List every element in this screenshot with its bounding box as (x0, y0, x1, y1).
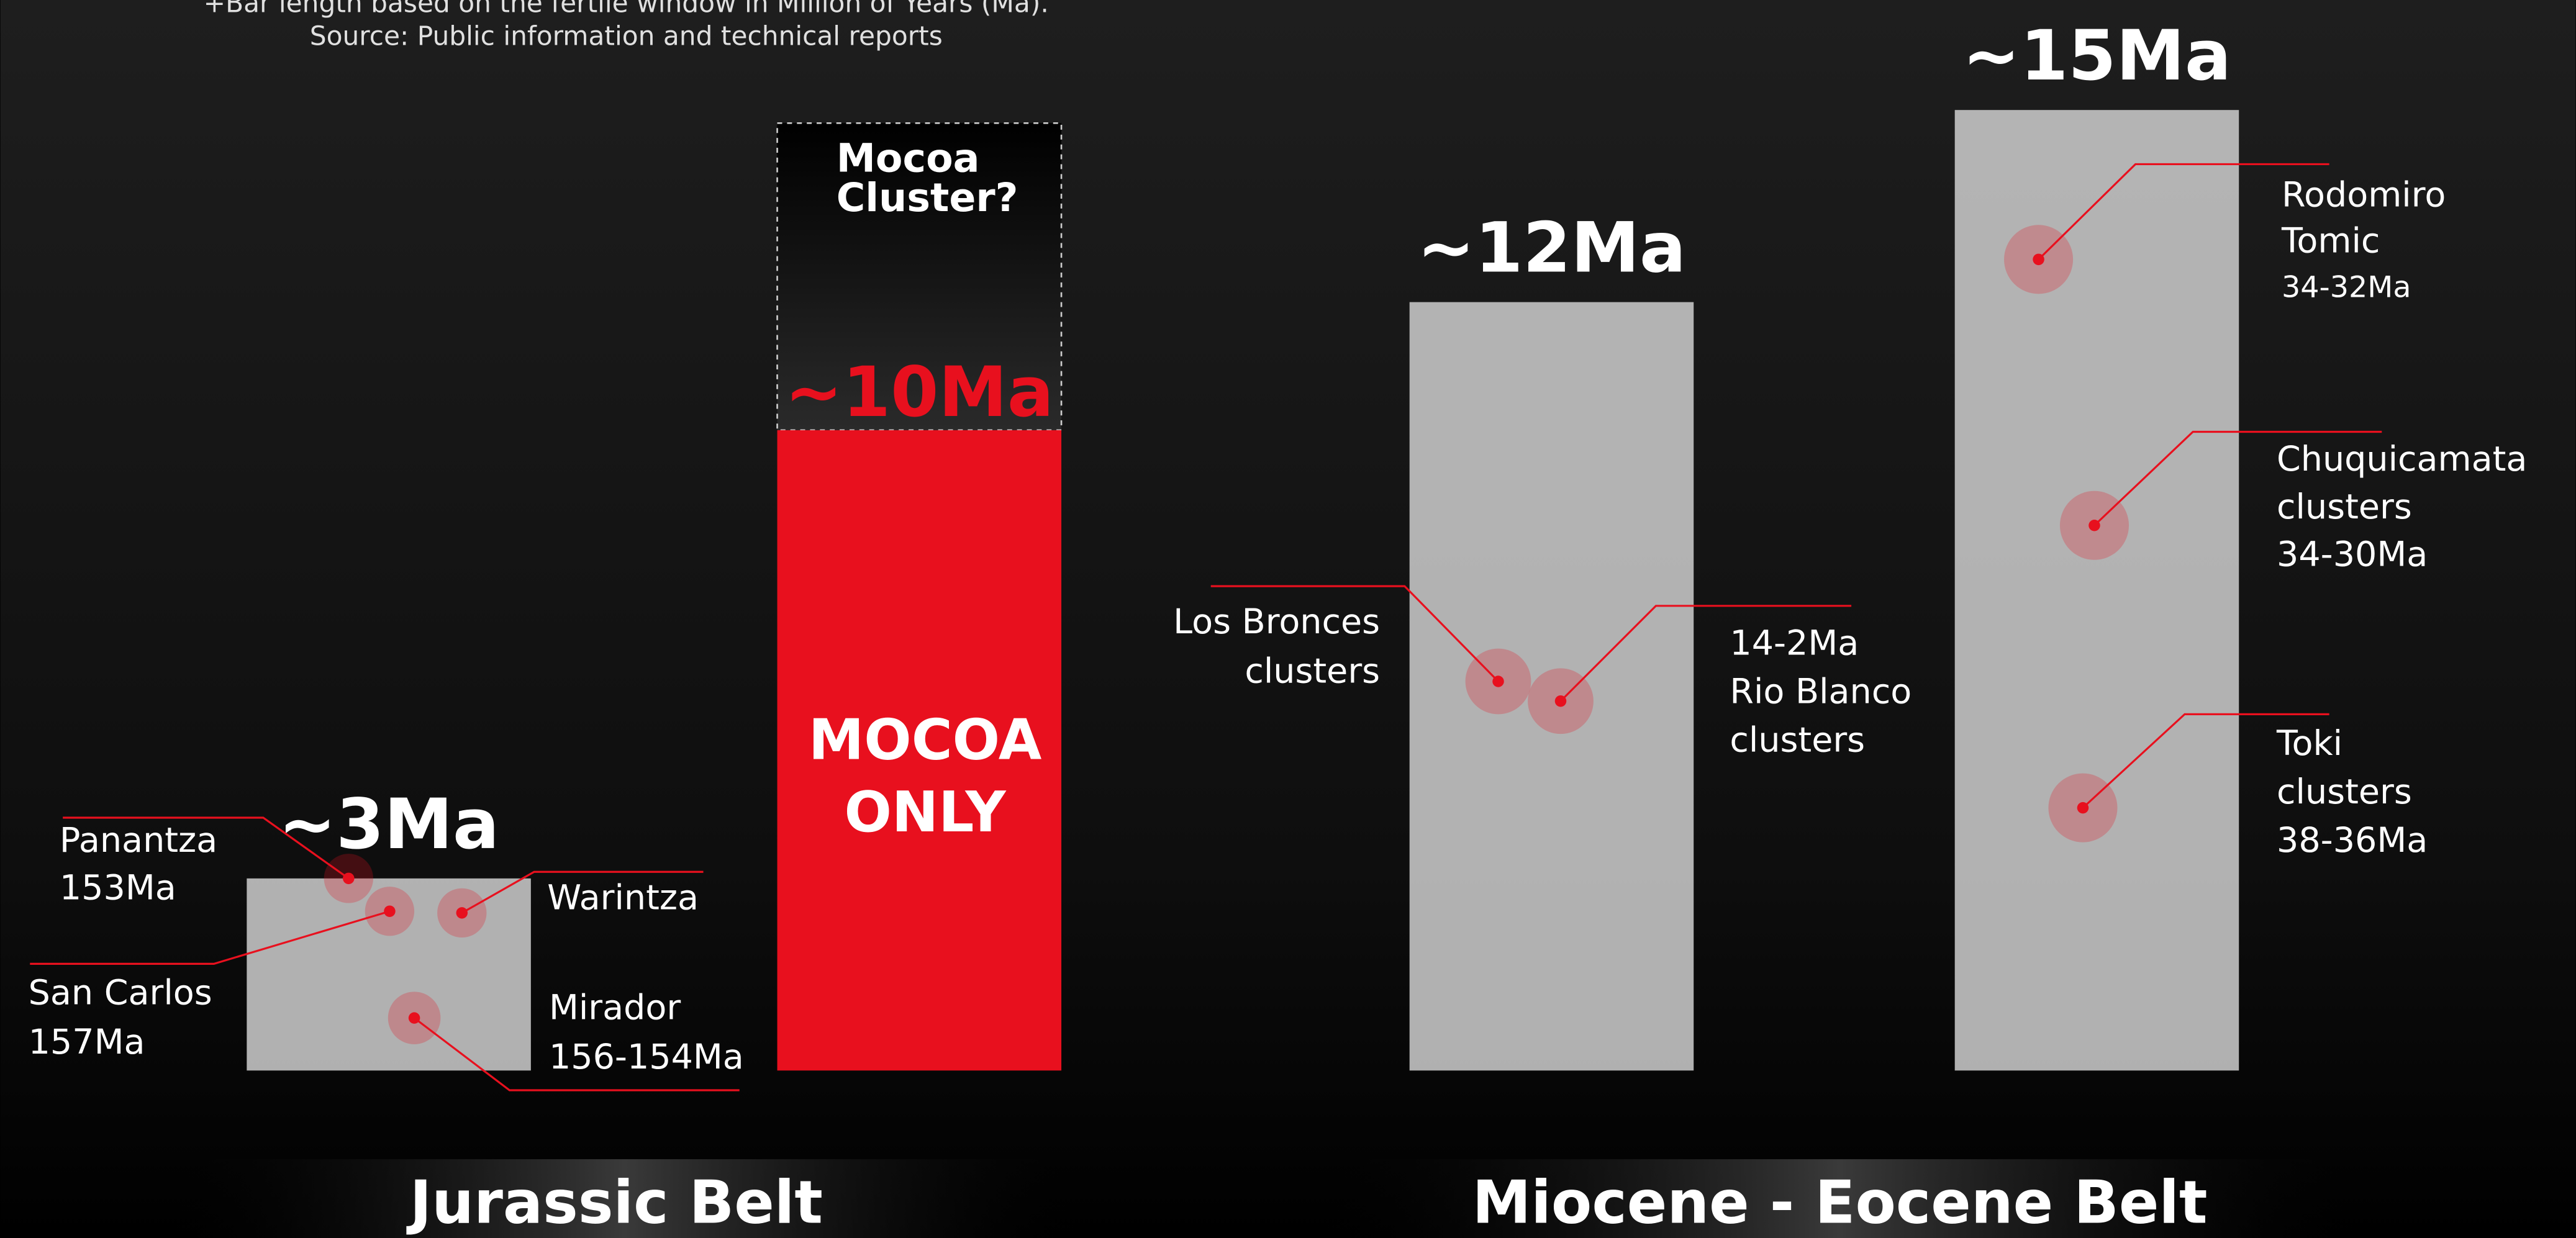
note: Source: Public information and technical… (310, 20, 943, 51)
cluster-dot (2033, 253, 2044, 266)
cluster-label: Chuquicamata (2277, 439, 2527, 479)
cluster-dot (343, 872, 355, 885)
cluster-label: 38-36Ma (2277, 820, 2428, 861)
cluster-label: Tomic (2281, 221, 2380, 261)
cluster-dot (384, 905, 396, 917)
leader-line (30, 910, 390, 965)
note: +Bar length based on the fertile window … (204, 0, 1049, 18)
cluster-label: 157Ma (29, 1022, 145, 1062)
cluster-label: Mirador (549, 988, 681, 1028)
cluster-label: clusters (2277, 772, 2412, 812)
cluster-label: 153Ma (60, 867, 176, 908)
cluster-label: San Carlos (29, 973, 212, 1013)
cluster-label: 34-30Ma (2277, 535, 2428, 575)
cluster-label: Rio Blanco (1730, 671, 1912, 712)
bar (1954, 110, 2239, 1071)
cluster-dot (1554, 695, 1567, 707)
cluster-label: Rodomiro (2282, 174, 2446, 215)
leader-line (414, 1017, 740, 1091)
leader-line (63, 816, 350, 880)
cluster-label: Toki (2276, 723, 2342, 764)
cluster-dot (1492, 675, 1504, 687)
leader-line (2093, 430, 2382, 526)
bar (1409, 302, 1694, 1071)
value-label: ~12Ma (1417, 209, 1686, 289)
bar (777, 430, 1062, 1071)
belt-band (165, 1159, 1085, 1238)
leader-line (1559, 605, 1852, 702)
cluster-label: clusters (1730, 720, 1865, 760)
belt-label: Miocene - Eocene Belt (1472, 1169, 2208, 1237)
bar-label: ONLY (845, 780, 1007, 845)
bar-label: MOCOA (809, 708, 1042, 772)
cluster-label: clusters (2277, 487, 2412, 527)
cluster-label: clusters (1245, 651, 1380, 691)
leader-line (2038, 163, 2329, 260)
cluster-label: Warintza (547, 877, 699, 918)
cluster-dot (2077, 802, 2089, 814)
cluster-label: Los Bronces (1173, 602, 1380, 642)
cluster-label: 14-2Ma (1730, 623, 1859, 663)
cluster-dot (2088, 520, 2100, 531)
cluster-dot (456, 907, 468, 919)
belt-band (1314, 1159, 2365, 1238)
value-label: ~10Ma (785, 353, 1054, 433)
leader-line (1210, 585, 1499, 682)
belt-label: Jurassic Belt (406, 1169, 823, 1237)
question-label: Cluster? (837, 174, 1018, 220)
leader-line (461, 870, 704, 914)
cluster-dot (408, 1012, 420, 1024)
question-label: Mocoa (837, 135, 980, 181)
cluster-label: Panantza (60, 820, 217, 861)
placeholder-box (776, 122, 1063, 431)
value-label: ~15Ma (1962, 16, 2231, 96)
leader-line (2082, 713, 2329, 809)
value-label: ~3Ma (278, 785, 499, 865)
cluster-label: 34-32Ma (2282, 270, 2411, 304)
cluster-label: 156-154Ma (549, 1037, 744, 1077)
